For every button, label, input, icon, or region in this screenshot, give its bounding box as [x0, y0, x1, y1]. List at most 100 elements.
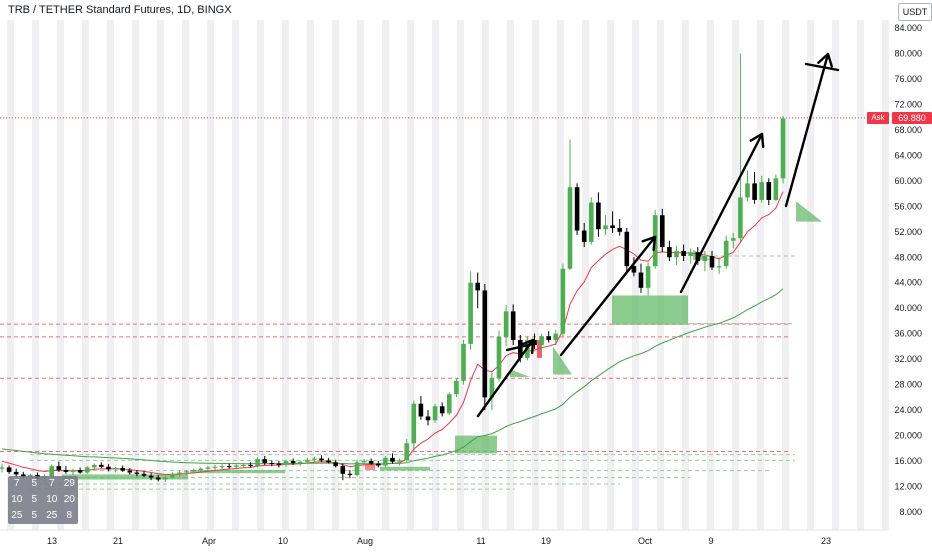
candles: [0, 53, 786, 483]
currency-button[interactable]: USDT: [898, 3, 932, 21]
y-tick-label: 16.000: [894, 456, 922, 466]
candle-body: [397, 460, 402, 462]
candle: [411, 400, 417, 451]
stats-cell: 5: [31, 478, 38, 489]
candle: [290, 458, 296, 465]
trend-arrow: [476, 338, 535, 418]
candle-body: [184, 471, 189, 473]
candle: [681, 244, 686, 262]
candle: [489, 371, 495, 411]
candle-body: [645, 266, 651, 288]
candle: [780, 115, 786, 184]
candle-body: [6, 467, 12, 472]
candle: [198, 467, 204, 473]
candle: [447, 392, 452, 416]
candle: [610, 211, 615, 234]
candle-body: [63, 469, 69, 472]
candle-body: [0, 467, 5, 469]
candle-body: [319, 458, 324, 461]
y-tick-label: 60.000: [894, 176, 922, 186]
candle-body: [212, 466, 218, 468]
x-tick-label: 23: [821, 536, 831, 546]
session-band: [857, 20, 864, 530]
candle-body: [546, 336, 551, 341]
candle: [496, 330, 502, 382]
candle-body: [745, 183, 750, 198]
candle: [766, 178, 772, 206]
demand-zone: [455, 435, 497, 454]
candle-body: [567, 187, 573, 269]
candle-body: [560, 268, 566, 334]
y-tick-label: 28.000: [894, 380, 922, 390]
candle-body: [418, 403, 424, 417]
demand-zone: [190, 469, 285, 474]
candle: [347, 469, 353, 479]
session-band: [82, 20, 89, 530]
candle-body: [120, 468, 125, 471]
candle: [596, 192, 601, 237]
candle: [305, 457, 310, 464]
candle-body: [489, 378, 495, 398]
session-band: [382, 20, 389, 530]
candle-body: [13, 471, 19, 475]
session-band: [632, 20, 639, 530]
candle: [70, 468, 76, 476]
candle-body: [496, 336, 502, 379]
candle-body: [283, 461, 289, 465]
session-band: [557, 20, 564, 530]
candle: [92, 463, 97, 470]
candle-body: [354, 462, 360, 476]
candle: [226, 463, 232, 469]
y-tick-label: 72.000: [894, 99, 922, 109]
candle: [660, 208, 665, 253]
candle: [688, 248, 693, 264]
session-band: [657, 20, 664, 530]
candle: [354, 459, 360, 477]
stats-cell: 10: [11, 494, 23, 505]
session-band: [882, 20, 889, 530]
stats-cell: 5: [31, 510, 38, 521]
x-tick-label: 21: [113, 536, 123, 546]
candle-body: [447, 394, 452, 414]
candle: [184, 469, 189, 476]
candle: [752, 171, 757, 204]
candle-body: [773, 178, 779, 200]
candle: [404, 438, 409, 462]
candle: [425, 410, 431, 426]
candle: [510, 304, 516, 346]
y-tick-label: 44.000: [894, 278, 922, 288]
candle: [589, 197, 594, 245]
session-band: [32, 20, 39, 530]
stats-cell: 7: [13, 478, 20, 489]
trend-arrowhead: [519, 338, 535, 355]
candle: [99, 462, 104, 469]
candle-body: [709, 255, 715, 268]
candle-body: [127, 470, 133, 473]
candle: [340, 463, 346, 481]
candle-body: [134, 472, 140, 474]
candle: [297, 460, 303, 467]
price-axis: 84.000 80.000 76.000 72.000 68.000 64.000 60.0…: [894, 23, 922, 517]
session-band: [457, 20, 464, 530]
session-band: [732, 20, 739, 530]
candle-body: [461, 343, 466, 381]
candle-body: [510, 311, 516, 341]
candle: [155, 475, 161, 482]
candle-body: [262, 459, 267, 463]
candle-body: [454, 380, 459, 395]
candle: [368, 458, 374, 465]
demand-zone: [553, 346, 572, 375]
candle: [745, 170, 750, 202]
candle-body: [305, 459, 310, 462]
y-tick-label: 40.000: [894, 303, 922, 313]
candle: [674, 245, 679, 265]
candle-body: [141, 473, 147, 476]
ask-label: Ask: [867, 111, 889, 124]
candle: [567, 139, 573, 270]
stats-cell: 20: [63, 494, 75, 505]
candle-body: [610, 225, 615, 228]
y-tick-label: 32.000: [894, 354, 922, 364]
candle: [312, 456, 317, 463]
